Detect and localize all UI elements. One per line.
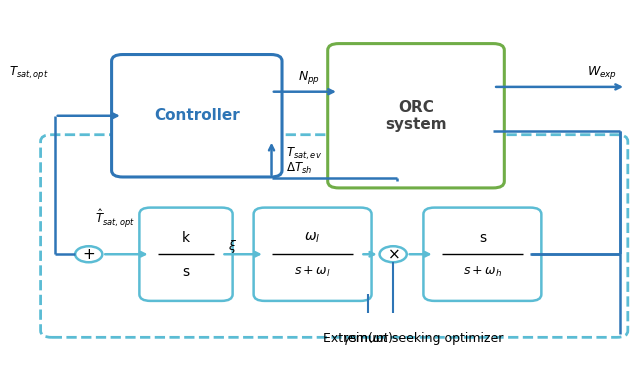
- Text: $T_{sat,ev}$: $T_{sat,ev}$: [286, 146, 322, 162]
- Text: Extremum seeking optimizer: Extremum seeking optimizer: [323, 332, 503, 344]
- Text: ORC
system: ORC system: [385, 100, 447, 132]
- Text: k: k: [182, 231, 190, 245]
- Text: $W_{exp}$: $W_{exp}$: [586, 64, 617, 81]
- Text: Controller: Controller: [154, 108, 240, 123]
- Text: $\omega_l$: $\omega_l$: [304, 231, 321, 245]
- Text: $\gamma\sin(\omega t)$: $\gamma\sin(\omega t)$: [343, 330, 394, 347]
- Text: $s+\omega_h$: $s+\omega_h$: [463, 265, 502, 279]
- Text: $\times$: $\times$: [387, 247, 399, 262]
- FancyBboxPatch shape: [112, 54, 282, 177]
- Text: +: +: [82, 247, 95, 262]
- Text: $\Delta T_{sh}$: $\Delta T_{sh}$: [286, 161, 313, 176]
- Text: $\xi$: $\xi$: [228, 238, 237, 255]
- Text: $N_{pp}$: $N_{pp}$: [298, 68, 320, 85]
- Text: s: s: [182, 265, 189, 279]
- FancyBboxPatch shape: [139, 208, 233, 301]
- Text: $T_{sat,opt}$: $T_{sat,opt}$: [9, 64, 48, 81]
- FancyBboxPatch shape: [41, 135, 628, 337]
- FancyBboxPatch shape: [424, 208, 542, 301]
- FancyBboxPatch shape: [254, 208, 371, 301]
- FancyBboxPatch shape: [328, 44, 504, 188]
- Text: $s+\omega_l$: $s+\omega_l$: [294, 265, 331, 279]
- Text: $\hat{T}_{sat,opt}$: $\hat{T}_{sat,opt}$: [95, 207, 135, 229]
- Text: s: s: [479, 231, 486, 245]
